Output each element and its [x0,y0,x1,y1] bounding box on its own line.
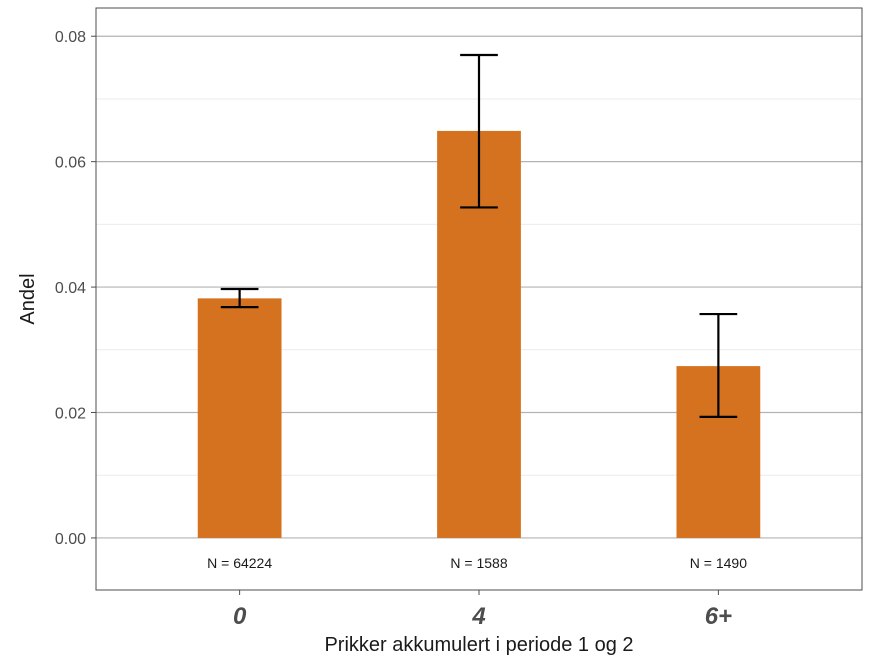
x-tick-label: 0 [233,603,247,630]
bar-0 [197,298,282,538]
y-tick-label: 0.02 [55,406,86,423]
y-axis-title: Andel [17,273,39,324]
n-label: N = 64224 [207,555,272,571]
x-tick-label: 4 [471,603,485,630]
y-tick-label: 0.04 [55,280,86,297]
x-axis-title: Prikker akkumulert i periode 1 og 2 [324,634,633,656]
n-label: N = 1588 [450,555,507,571]
x-tick-label: 6+ [705,603,732,630]
error-bar-0 [220,287,259,309]
error-bar-4 [460,53,498,209]
y-axis-ticks: 0.00 0.02 0.04 0.06 0.08 [55,29,96,548]
y-tick-label: 0.06 [55,155,86,172]
error-bars [220,53,738,419]
y-tick-label: 0.08 [55,29,86,46]
y-tick-label: 0.00 [55,531,86,548]
n-labels: N = 64224 N = 1588 N = 1490 [207,555,747,571]
n-label: N = 1490 [690,555,747,571]
x-axis-ticks: 0 4 6+ [233,590,732,630]
error-bar-6+ [699,312,738,419]
